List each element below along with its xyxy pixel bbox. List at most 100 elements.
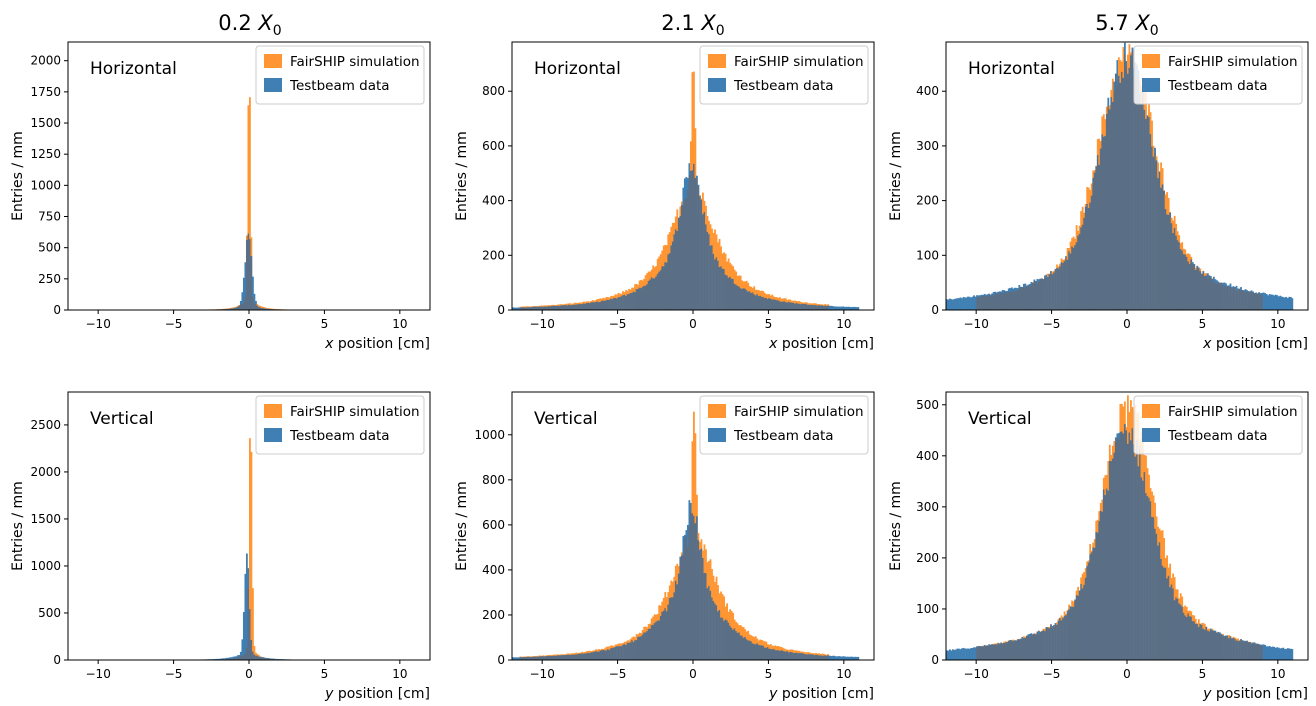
overlap-bar xyxy=(614,297,617,310)
overlap-bar xyxy=(1007,640,1010,660)
overlap-bar xyxy=(775,300,778,310)
overlap-bar xyxy=(769,648,772,660)
simulation-bar xyxy=(1160,162,1162,188)
testbeam-bar xyxy=(218,658,221,660)
overlap-bar xyxy=(825,305,828,310)
overlap-bar xyxy=(744,288,747,310)
simulation-bar xyxy=(745,280,748,291)
overlap-bar xyxy=(751,643,754,660)
overlap-bar xyxy=(607,649,609,660)
testbeam-bar xyxy=(854,656,857,661)
overlap-bar xyxy=(1130,55,1132,310)
overlap-bar xyxy=(625,295,627,310)
simulation-bar xyxy=(245,235,248,241)
overlap-bar xyxy=(1022,638,1025,660)
testbeam-bar xyxy=(949,649,951,661)
overlap-bar xyxy=(1071,606,1073,660)
overlap-bar xyxy=(238,305,241,310)
simulation-bar xyxy=(1235,638,1238,641)
overlap-bar xyxy=(1232,287,1235,310)
simulation-bar xyxy=(631,287,633,293)
simulation-bar xyxy=(1146,468,1149,497)
overlap-bar xyxy=(777,300,780,310)
simulation-bar xyxy=(582,301,585,304)
testbeam-bar xyxy=(1252,642,1254,644)
overlap-bar xyxy=(1166,214,1169,310)
overlap-bar xyxy=(256,655,259,660)
overlap-bar xyxy=(783,651,786,660)
overlap-bar xyxy=(661,266,664,310)
overlap-bar xyxy=(522,657,525,660)
testbeam-bar xyxy=(855,307,858,311)
overlap-bar xyxy=(1075,242,1078,310)
overlap-bar xyxy=(227,308,230,310)
overlap-bar xyxy=(1208,631,1211,660)
legend-entry: FairSHIP simulation xyxy=(734,54,864,70)
testbeam-bar xyxy=(952,649,954,661)
x-tick-label: −10 xyxy=(530,667,555,681)
simulation-bar xyxy=(717,242,719,261)
testbeam-bar xyxy=(1214,630,1217,633)
simulation-bar xyxy=(250,237,253,257)
simulation-bar xyxy=(726,261,728,276)
testbeam-bar xyxy=(857,307,860,311)
overlap-bar xyxy=(1255,293,1258,310)
overlap-bar xyxy=(809,654,811,660)
overlap-bar xyxy=(658,271,661,310)
testbeam-bar xyxy=(1004,290,1007,292)
testbeam-bar xyxy=(851,656,854,661)
overlap-bar xyxy=(1048,628,1051,660)
simulation-bar xyxy=(616,644,618,647)
overlap-bar xyxy=(614,646,617,660)
simulation-bar xyxy=(803,651,805,655)
simulation-bar xyxy=(647,271,650,282)
overlap-bar xyxy=(1247,292,1250,310)
testbeam-bar xyxy=(283,659,286,660)
overlap-bar xyxy=(786,651,789,660)
overlap-bar xyxy=(1176,240,1179,310)
overlap-bar xyxy=(1202,628,1205,660)
simulation-bar xyxy=(1185,606,1188,618)
testbeam-bar xyxy=(683,178,686,199)
simulation-bar xyxy=(1057,266,1060,269)
overlap-bar xyxy=(542,306,544,310)
overlap-bar xyxy=(1190,259,1193,310)
legend-swatch xyxy=(708,78,726,92)
overlap-bar xyxy=(983,295,986,310)
simulation-bar xyxy=(1123,401,1126,425)
overlap-bar xyxy=(1188,616,1191,660)
x-tick-label: 5 xyxy=(1199,667,1207,681)
simulation-bar xyxy=(1179,243,1182,250)
simulation-bar xyxy=(741,280,744,290)
overlap-bar xyxy=(1056,268,1058,310)
overlap-bar xyxy=(682,554,685,660)
legend-swatch xyxy=(1142,428,1160,442)
overlap-bar xyxy=(650,625,653,660)
x-axis-variable: x xyxy=(324,336,334,352)
overlap-bar xyxy=(813,305,816,310)
simulation-bar xyxy=(561,304,564,306)
overlap-bar xyxy=(632,642,635,660)
testbeam-bar xyxy=(1253,292,1256,294)
simulation-bar xyxy=(750,286,753,294)
overlap-bar xyxy=(985,296,988,310)
overlap-bar xyxy=(259,307,262,310)
testbeam-bar xyxy=(215,658,218,660)
simulation-bar xyxy=(635,634,638,641)
overlap-bar xyxy=(754,644,757,660)
overlap-bar xyxy=(233,307,236,310)
overlap-bar xyxy=(1080,583,1083,660)
simulation-bar xyxy=(1151,491,1153,518)
simulation-bar xyxy=(1092,542,1095,548)
testbeam-bar xyxy=(220,658,223,660)
simulation-bar xyxy=(702,192,704,215)
testbeam-bar xyxy=(682,187,685,205)
testbeam-bar xyxy=(854,306,857,311)
overlap-bar xyxy=(1074,245,1077,310)
overlap-bar xyxy=(1191,621,1194,660)
testbeam-bar xyxy=(964,648,966,661)
simulation-bar xyxy=(649,271,652,280)
simulation-bar xyxy=(1205,273,1208,276)
testbeam-bar xyxy=(1209,276,1212,277)
simulation-bar xyxy=(622,643,624,646)
